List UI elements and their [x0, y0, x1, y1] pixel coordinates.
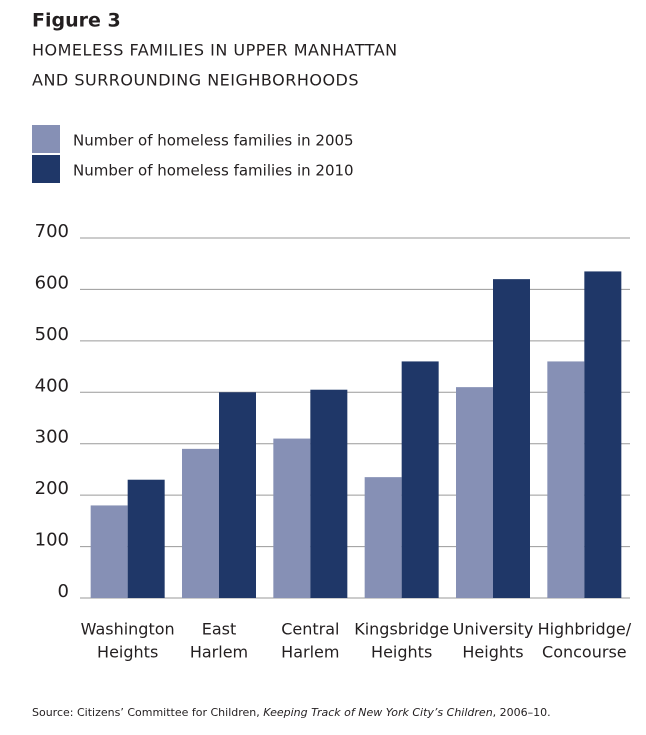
legend-label: Number of homeless families in 2010 — [73, 162, 354, 180]
bar — [219, 392, 256, 598]
x-tick-label: Central — [281, 620, 339, 639]
bar — [310, 389, 348, 598]
y-tick-label: 500 — [35, 324, 69, 345]
x-tick-label: University — [453, 620, 534, 639]
bar — [547, 361, 585, 598]
chart-subtitle: HOMELESS FAMILIES IN UPPER MANHATTAN — [32, 41, 398, 60]
x-tick-label: Highbridge/ — [538, 620, 632, 639]
y-tick-label: 0 — [58, 581, 69, 602]
bar — [401, 361, 439, 598]
bar — [493, 279, 530, 598]
bar — [182, 448, 219, 598]
y-tick-label: 400 — [35, 375, 69, 396]
legend-label: Number of homeless families in 2005 — [73, 132, 354, 150]
bar — [584, 271, 622, 598]
y-tick-label: 300 — [35, 427, 69, 448]
chart-title: Figure 3 — [32, 10, 121, 32]
x-tick-label: Kingsbridge — [354, 620, 449, 639]
x-tick-label: Heights — [462, 643, 523, 662]
source-title: Keeping Track of New York City’s Childre… — [263, 706, 492, 719]
bar — [90, 505, 128, 598]
y-tick-label: 700 — [35, 221, 69, 242]
y-tick-label: 100 — [35, 530, 69, 551]
x-tick-label: Heights — [97, 643, 158, 662]
bar — [456, 387, 493, 598]
source-prefix: Source: Citizens’ Committee for Children… — [32, 706, 263, 719]
x-tick-label: Concourse — [542, 643, 627, 662]
x-tick-label: East — [202, 620, 237, 639]
legend-swatch — [32, 125, 60, 153]
source-note: Source: Citizens’ Committee for Children… — [32, 706, 551, 719]
bar — [273, 438, 311, 598]
y-tick-label: 200 — [35, 478, 69, 499]
y-tick-label: 600 — [35, 272, 69, 293]
x-tick-label: Harlem — [281, 643, 339, 662]
bar — [364, 477, 402, 598]
x-tick-label: Heights — [371, 643, 432, 662]
legend-swatch — [32, 155, 60, 183]
bar — [127, 479, 165, 598]
chart-subtitle: AND SURROUNDING NEIGHBORHOODS — [32, 71, 359, 90]
x-tick-label: Harlem — [190, 643, 248, 662]
source-suffix: , 2006–10. — [493, 706, 551, 719]
x-tick-label: Washington — [81, 620, 175, 639]
